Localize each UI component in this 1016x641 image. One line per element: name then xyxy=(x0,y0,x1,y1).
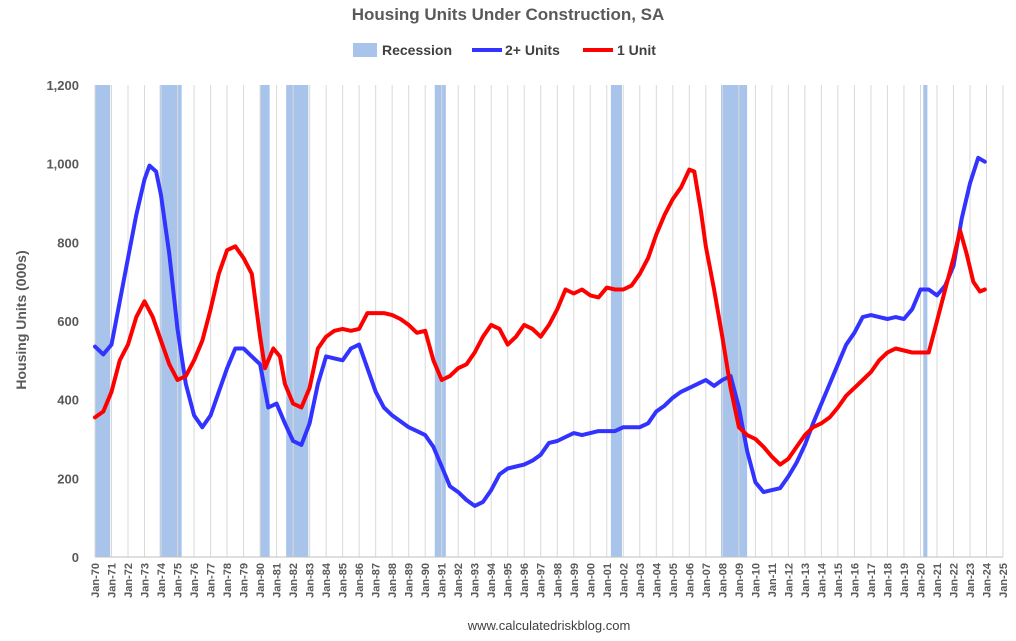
x-tick-label: Jan-78 xyxy=(222,563,234,598)
legend-recession-label: Recession xyxy=(382,42,452,58)
x-tick-label: Jan-71 xyxy=(107,563,119,598)
x-tick-label: Jan-06 xyxy=(684,563,696,598)
x-tick-label: Jan-04 xyxy=(651,562,663,598)
recession-band xyxy=(434,85,446,557)
x-tick-label: Jan-18 xyxy=(882,563,894,598)
x-tick-label: Jan-14 xyxy=(816,562,828,598)
x-tick-label: Jan-93 xyxy=(470,563,482,598)
x-tick-label: Jan-72 xyxy=(123,563,135,598)
x-tick-label: Jan-73 xyxy=(140,563,152,598)
y-tick-label: 1,200 xyxy=(46,78,79,93)
x-tick-label: Jan-16 xyxy=(849,563,861,598)
x-tick-label: Jan-70 xyxy=(90,563,102,598)
x-tick-label: Jan-86 xyxy=(354,563,366,598)
x-tick-label: Jan-97 xyxy=(536,563,548,598)
x-tick-label: Jan-13 xyxy=(800,563,812,598)
y-axis-label: Housing Units (000s) xyxy=(13,250,29,389)
x-tick-label: Jan-90 xyxy=(420,563,432,598)
x-tick-label: Jan-24 xyxy=(981,562,993,598)
x-tick-label: Jan-95 xyxy=(503,563,515,598)
x-tick-label: Jan-07 xyxy=(701,563,713,598)
x-tick-label: Jan-92 xyxy=(453,563,465,598)
x-tick-label: Jan-82 xyxy=(288,563,300,598)
x-tick-label: Jan-02 xyxy=(618,563,630,598)
x-tick-label: Jan-05 xyxy=(668,563,680,598)
x-tick-labels: Jan-70 Jan-71 Jan-72 Jan-73 Jan-74 Jan-75 Jan-… xyxy=(90,562,1010,598)
x-tick-label: Jan-89 xyxy=(404,563,416,598)
x-tick-label: Jan-21 xyxy=(932,563,944,598)
y-tick-label: 1,000 xyxy=(46,157,79,172)
x-tick-label: Jan-08 xyxy=(717,563,729,598)
x-tick-label: Jan-87 xyxy=(371,563,383,598)
x-tick-label: Jan-25 xyxy=(998,563,1010,598)
x-tick-label: Jan-76 xyxy=(189,563,201,598)
legend-2plus-label: 2+ Units xyxy=(505,42,560,58)
y-tick-label: 0 xyxy=(72,550,79,565)
x-tick-label: Jan-94 xyxy=(486,562,498,598)
recession-band xyxy=(610,85,622,557)
y-tick-label: 800 xyxy=(57,235,79,250)
x-tick-label: Jan-81 xyxy=(272,563,284,598)
recession-band xyxy=(95,85,111,557)
recession-band xyxy=(286,85,309,557)
x-tick-label: Jan-01 xyxy=(602,563,614,598)
grid-lines xyxy=(94,85,1004,557)
y-tick-labels: 0 200 400 600 800 1,000 1,200 xyxy=(46,78,79,565)
recession-band xyxy=(923,85,928,557)
y-tick-label: 600 xyxy=(57,314,79,329)
x-tick-label: Jan-10 xyxy=(750,563,762,598)
x-tick-label: Jan-12 xyxy=(783,563,795,598)
x-tick-label: Jan-17 xyxy=(866,563,878,598)
legend-1unit-label: 1 Unit xyxy=(617,42,656,58)
y-tick-label: 400 xyxy=(57,393,79,408)
recession-bands xyxy=(95,85,928,557)
recession-band xyxy=(159,85,182,557)
x-tick-label: Jan-20 xyxy=(915,563,927,598)
recession-band xyxy=(260,85,270,557)
x-tick-label: Jan-91 xyxy=(437,563,449,598)
source-credit: www.calculatedriskblog.com xyxy=(467,618,631,633)
x-tick-label: Jan-85 xyxy=(338,563,350,598)
x-tick-label: Jan-99 xyxy=(569,563,581,598)
legend-recession-swatch xyxy=(353,43,377,57)
x-tick-label: Jan-96 xyxy=(519,563,531,598)
x-tick-label: Jan-23 xyxy=(965,563,977,598)
x-tick-label: Jan-03 xyxy=(635,563,647,598)
x-tick-label: Jan-77 xyxy=(206,563,218,598)
x-tick-label: Jan-75 xyxy=(173,563,185,598)
x-tick-label: Jan-09 xyxy=(734,563,746,598)
series-lines xyxy=(93,155,987,508)
series-line-1-unit xyxy=(93,167,987,467)
x-tick-label: Jan-00 xyxy=(585,563,597,598)
x-tick-label: Jan-83 xyxy=(305,563,317,598)
series-line-2-units xyxy=(93,155,987,508)
x-tick-label: Jan-19 xyxy=(899,563,911,598)
x-tick-label: Jan-74 xyxy=(156,562,168,598)
x-tick-label: Jan-80 xyxy=(255,563,267,598)
x-tick-label: Jan-15 xyxy=(833,563,845,598)
x-tick-label: Jan-11 xyxy=(767,563,779,597)
x-tick-label: Jan-79 xyxy=(239,563,251,598)
chart-title: Housing Units Under Construction, SA xyxy=(352,5,665,24)
x-tick-label: Jan-98 xyxy=(552,563,564,598)
legend: Recession 2+ Units 1 Unit xyxy=(353,42,656,58)
x-tick-label: Jan-84 xyxy=(321,562,333,598)
recession-band xyxy=(721,85,748,557)
y-tick-label: 200 xyxy=(57,471,79,486)
x-tick-label: Jan-88 xyxy=(387,563,399,598)
x-tick-label: Jan-22 xyxy=(948,563,960,598)
